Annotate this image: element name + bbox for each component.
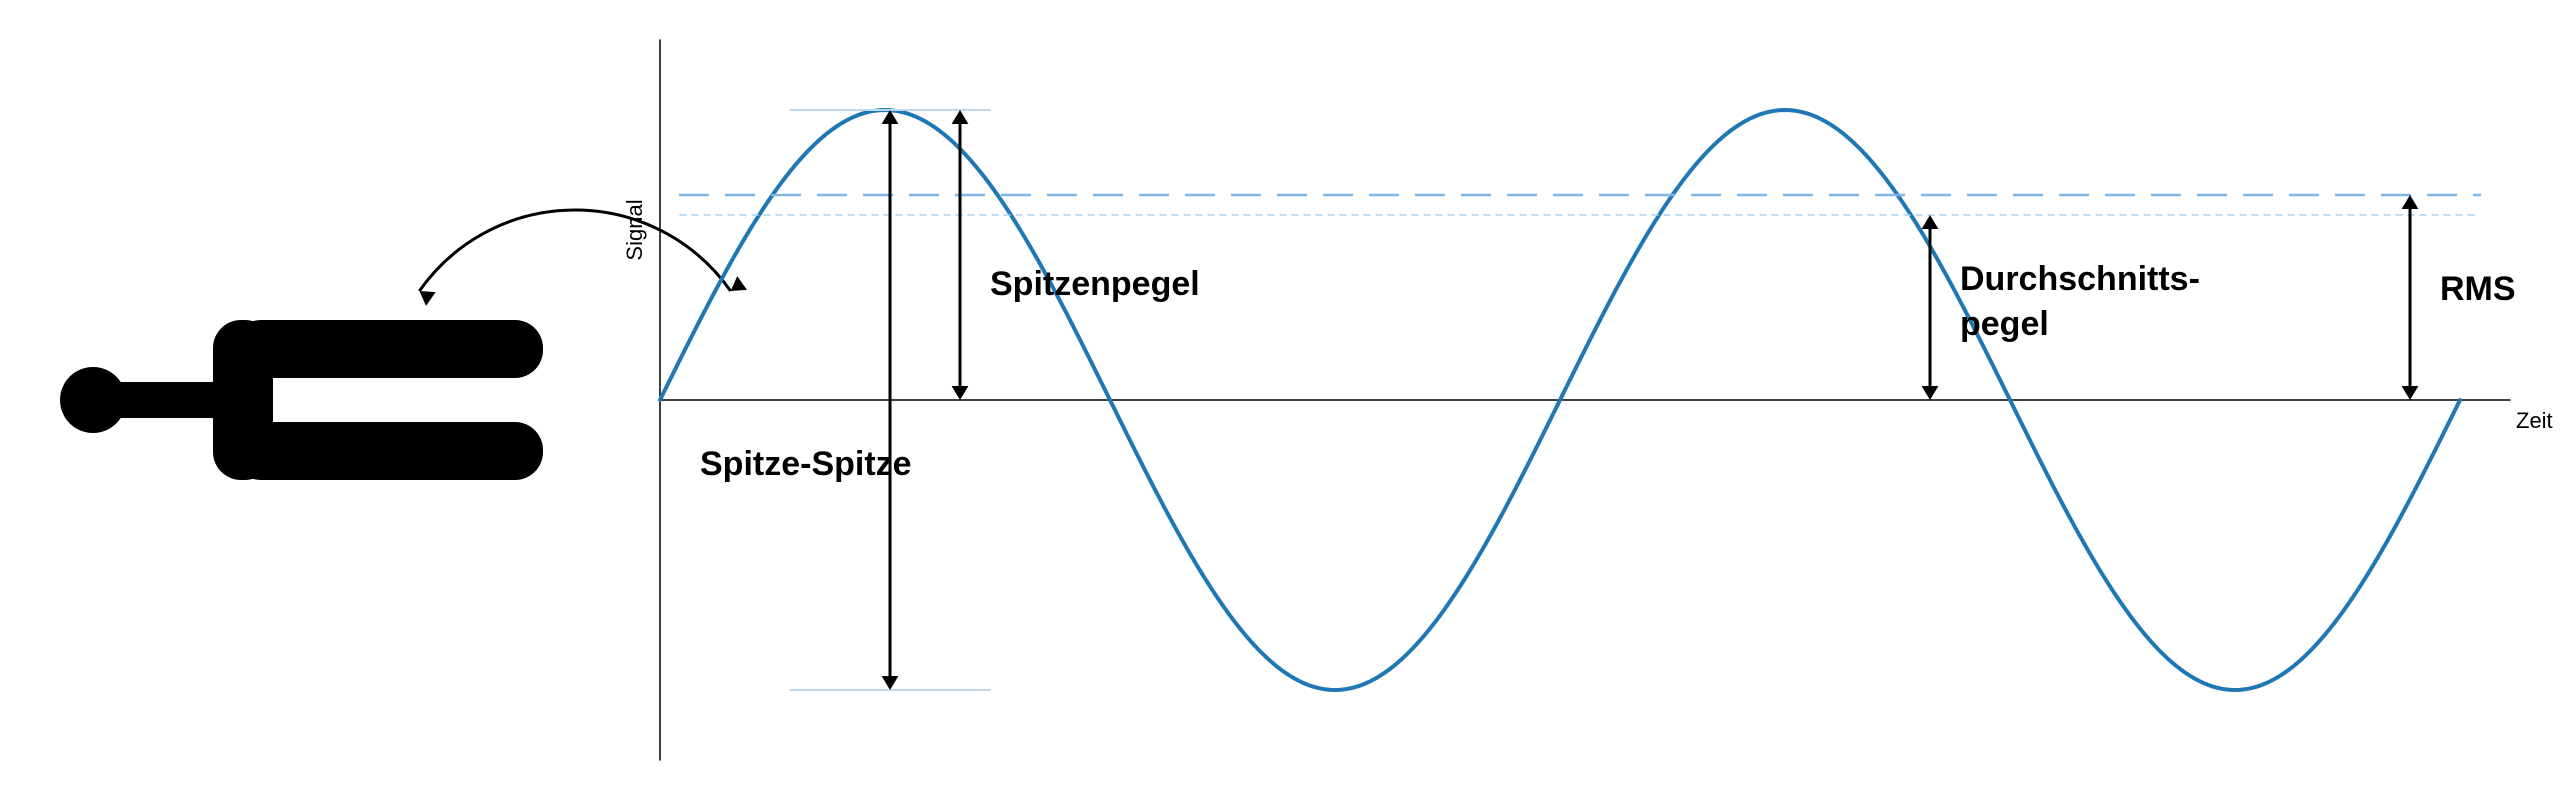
label-peak-to-peak: Spitze-Spitze [700,445,912,483]
tuning-fork-icon [60,320,543,480]
label-avg-line2: pegel [1960,305,2049,343]
label-rms: RMS [2440,270,2516,308]
arrow-rms [2402,195,2419,400]
diagram-svg: Signal Zeit Spitzenpegel Spitze-Spitze Durch… [0,0,2560,800]
label-peak: Spitzenpegel [990,265,1200,303]
arrow-avg [1922,215,1939,400]
y-axis-label: Signal [622,199,647,260]
label-avg-line1: Durchschnitts- [1960,260,2200,298]
diagram-canvas: Signal Zeit Spitzenpegel Spitze-Spitze Durch… [0,0,2560,800]
signal-chart: Signal Zeit Spitzenpegel Spitze-Spitze Durch… [622,40,2553,760]
vibration-arc [419,210,747,306]
x-axis-label: Zeit [2516,408,2553,433]
